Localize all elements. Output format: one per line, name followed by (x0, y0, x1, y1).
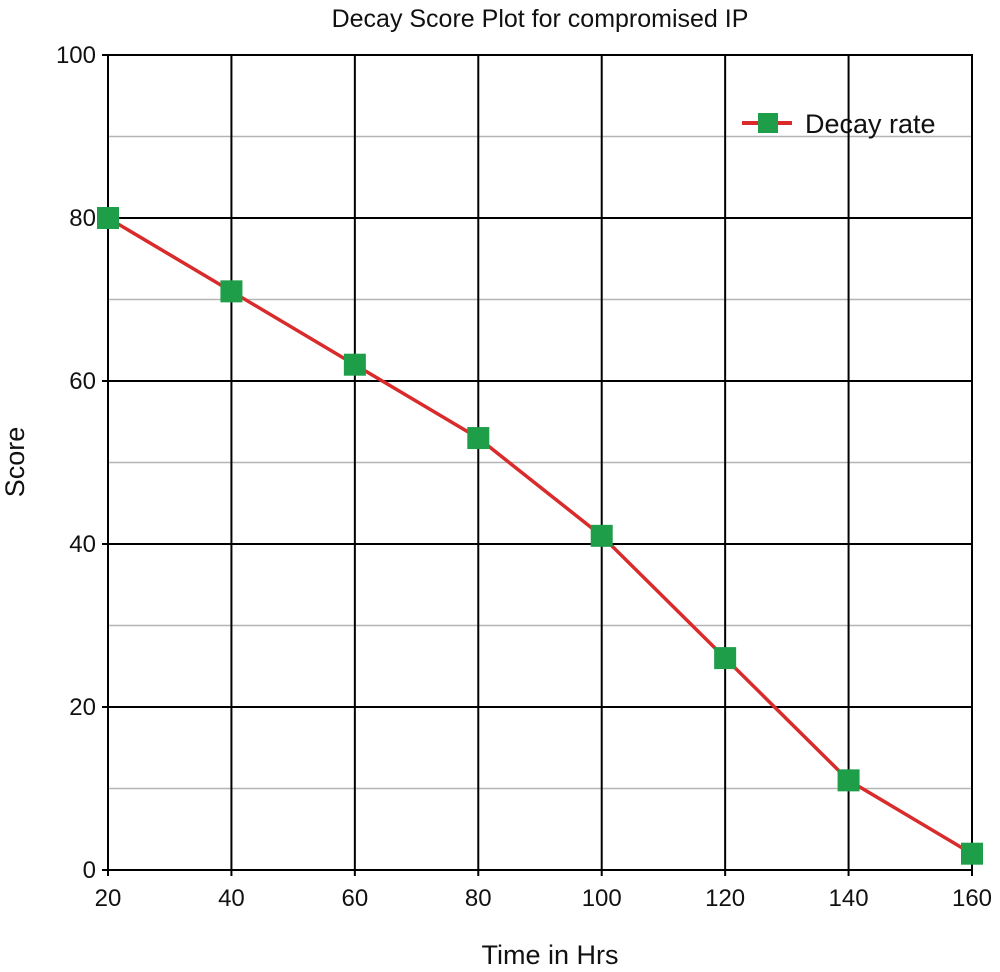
y-tick-label: 100 (56, 42, 96, 69)
legend-marker-swatch (758, 113, 778, 133)
legend-label-decay-rate: Decay rate (805, 109, 936, 139)
data-point-marker (590, 524, 613, 547)
y-tick-label: 20 (69, 694, 96, 721)
x-tick-label: 20 (95, 885, 122, 912)
y-tick-label: 40 (69, 531, 96, 558)
data-point-marker (961, 842, 983, 865)
series (97, 207, 983, 865)
legend: Decay rate (742, 109, 936, 139)
data-point-marker (467, 427, 490, 450)
data-point-marker (343, 353, 366, 376)
x-axis-label: Time in Hrs (481, 940, 618, 970)
data-point-marker (837, 769, 860, 792)
plot-frame (107, 54, 973, 871)
chart-title: Decay Score Plot for compromised IP (332, 5, 749, 33)
x-tick-label: 120 (705, 885, 745, 912)
x-tick-label: 100 (582, 885, 622, 912)
data-point-marker (714, 647, 737, 670)
x-tick-label: 140 (829, 885, 869, 912)
axes (107, 54, 973, 871)
x-tick-label: 40 (218, 885, 245, 912)
y-axis-label: Score (0, 427, 30, 498)
grid (102, 54, 973, 876)
y-tick-label: 60 (69, 368, 96, 395)
y-tick-label: 0 (83, 857, 96, 884)
y-tick-label: 80 (69, 205, 96, 232)
x-tick-label: 160 (952, 885, 992, 912)
data-point-marker (97, 207, 119, 229)
x-tick-label: 80 (465, 885, 492, 912)
series-line-decay-rate (107, 216, 973, 856)
x-tick-label: 60 (342, 885, 369, 912)
data-point-marker (220, 280, 243, 303)
